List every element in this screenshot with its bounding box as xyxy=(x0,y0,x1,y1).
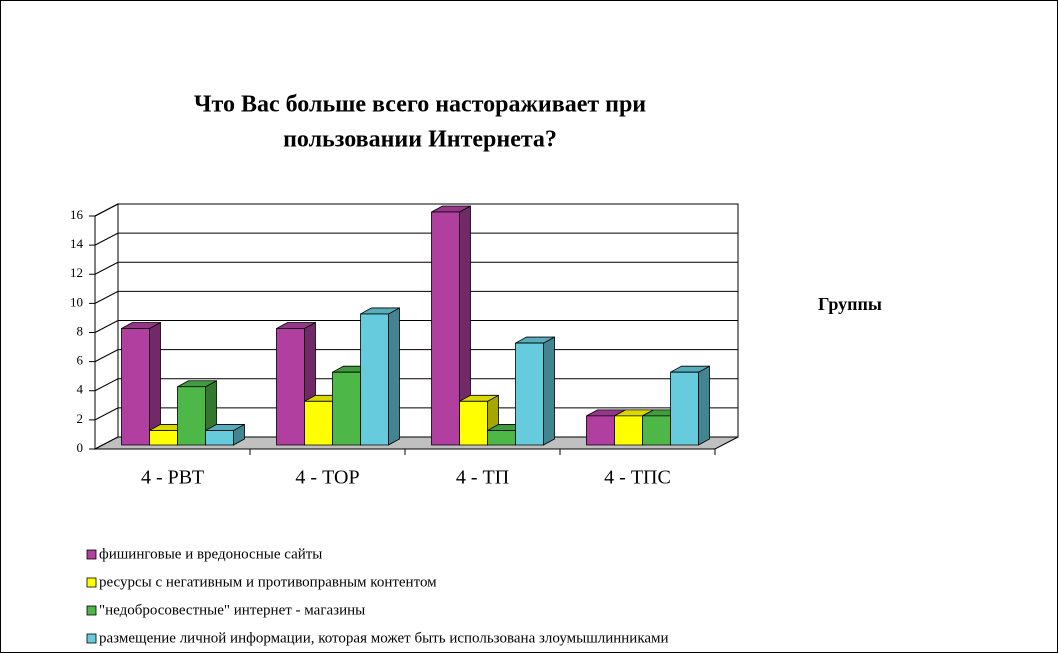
bar-front xyxy=(360,313,389,446)
bar-side xyxy=(698,365,710,446)
y-tick-label: 16 xyxy=(70,207,84,222)
grid-line xyxy=(94,261,119,275)
grid-line xyxy=(94,320,119,333)
bar-front xyxy=(332,371,361,446)
legend-label: фишинговые и вредоносные сайты xyxy=(99,546,322,562)
x-tick-label: 4 - ТОР xyxy=(295,467,359,489)
bar-front xyxy=(670,371,699,446)
legend-swatch xyxy=(86,577,97,588)
grid-line xyxy=(94,349,119,363)
grid-line xyxy=(94,407,119,421)
grid-line xyxy=(94,290,119,304)
legend-swatch xyxy=(86,633,97,644)
legend-swatch xyxy=(86,549,97,560)
bar-side xyxy=(543,336,555,446)
bar xyxy=(670,365,710,446)
legend-swatch xyxy=(86,605,97,616)
grid-line xyxy=(94,232,119,246)
y-tick-label: 10 xyxy=(70,294,83,309)
chart-title: пользовании Интернета? xyxy=(283,127,557,153)
y-tick-label: 14 xyxy=(70,236,84,251)
bar-front xyxy=(149,430,178,446)
bar xyxy=(515,336,555,446)
y-tick-label: 2 xyxy=(77,411,84,426)
bar-front xyxy=(586,415,615,446)
bar-front xyxy=(515,342,544,446)
y-tick-label: 6 xyxy=(77,353,84,368)
bar-front xyxy=(614,415,643,446)
legend-label: размещение личной информации, которая мо… xyxy=(99,630,669,646)
bar-front xyxy=(177,386,206,446)
bar-front xyxy=(459,400,488,446)
bar-front xyxy=(121,328,150,446)
bar-front xyxy=(642,415,671,446)
bar-front xyxy=(431,211,460,446)
chart-title: Что Вас больше всего настораживает при xyxy=(194,92,646,118)
bar xyxy=(360,307,400,446)
grid-line xyxy=(94,378,119,392)
x-tick-label: 4 - ТПС xyxy=(604,467,671,489)
bar xyxy=(459,394,499,446)
bar xyxy=(121,321,161,446)
x-tick-label: 4 - РВТ xyxy=(141,467,204,489)
legend-label: ресурсы с негативным и противоправным ко… xyxy=(99,574,437,590)
y-tick-label: 8 xyxy=(77,323,84,338)
bar-front xyxy=(487,430,516,446)
y-tick-label: 4 xyxy=(77,382,84,397)
bar-front xyxy=(276,328,305,446)
bar-front xyxy=(205,430,234,446)
legend-label: "недобросовестные" интернет - магазины xyxy=(99,602,365,618)
bar-side xyxy=(388,307,400,446)
y-tick-label: 0 xyxy=(77,440,84,455)
x-tick-label: 4 - ТП xyxy=(456,467,509,489)
bar-front xyxy=(304,400,333,446)
bar xyxy=(431,205,471,446)
bar xyxy=(205,423,245,446)
x-axis-title: Группы xyxy=(818,294,882,314)
y-tick-label: 12 xyxy=(70,265,83,280)
grid-line xyxy=(94,203,119,217)
